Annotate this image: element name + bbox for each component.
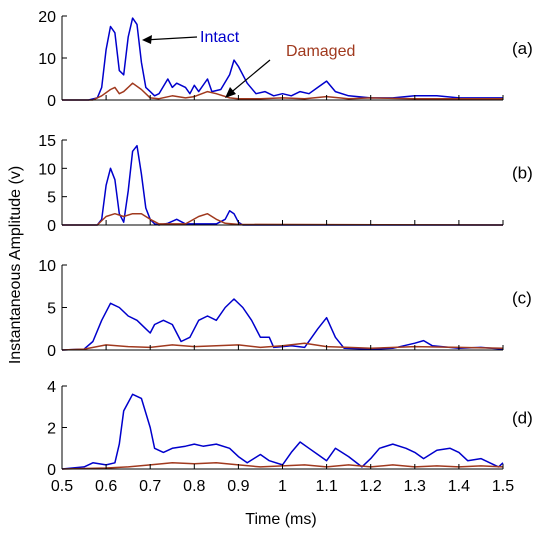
y-tick-label: 15 [38,133,56,150]
y-tick-label: 0 [47,462,56,479]
y-tick-label: 10 [38,161,56,178]
x-tick-label: 0.9 [227,478,249,495]
x-tick-label: 0.6 [95,478,117,495]
series-intact [62,144,503,226]
panel-d: 0 2 4 0.5 0.6 0.7 0.8 0.9 1 1.1 1.2 1.3 1.4 1.5 (d) [47,379,533,495]
panel-label: (b) [512,164,533,183]
panel-b: 0 5 10 15 (b) [38,133,533,235]
series-damaged [61,342,504,351]
arrow-damaged [227,59,271,96]
y-tick-label: 20 [38,9,56,26]
x-tick-label: 1 [278,478,287,495]
x-tick-label: 1.3 [404,478,426,495]
series-damaged [62,212,504,226]
y-tick-label: 10 [38,258,56,275]
y-tick-label: 2 [47,421,56,438]
series-intact [61,393,504,470]
panel-c: 0 5 10 (c) [38,258,532,360]
series-damaged [61,462,504,470]
y-tick-label: 0 [47,218,56,235]
y-tick-label: 0 [47,93,56,110]
panel-label: (a) [512,39,533,58]
arrowhead-intact-icon [142,35,152,44]
x-tick-label: 0.5 [51,478,73,495]
annotation-intact: Intact [200,29,240,46]
x-tick-label: 0.8 [183,478,205,495]
series-intact [62,17,503,101]
arrow-intact [143,36,198,41]
y-tick-label: 10 [38,51,56,68]
annotation-damaged: Damaged [286,43,355,60]
x-tick-label: 1.2 [360,478,382,495]
panel-a: 0 10 20 (a) [38,9,533,110]
y-tick-label: 4 [47,379,56,396]
y-axis-label: Instantaneous Amplitude (v) [7,166,24,364]
x-tick-label: 1.1 [315,478,337,495]
arrowhead-damaged-icon [225,87,236,98]
y-tick-label: 5 [47,190,56,207]
x-tick-label: 1.5 [492,478,514,495]
annotations: Intact Damaged [142,29,355,98]
x-axis-label: Time (ms) [245,511,316,528]
panel-label: (c) [512,289,532,308]
y-tick-label: 0 [47,343,56,360]
series-intact [61,298,504,351]
x-tick-label: 0.7 [139,478,161,495]
panel-label: (d) [512,409,533,428]
x-tick-label: 1.4 [448,478,470,495]
y-tick-label: 5 [47,301,56,318]
